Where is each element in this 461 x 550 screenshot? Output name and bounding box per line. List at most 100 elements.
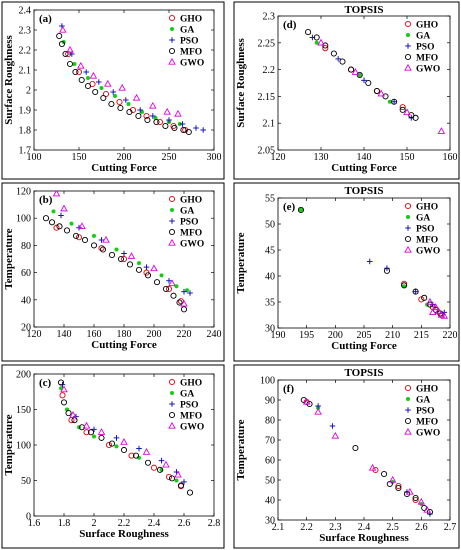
data-point-mfo: [401, 282, 408, 289]
data-point-gwo: [78, 222, 86, 230]
data-point-pso: [58, 212, 64, 219]
y-tick-label: 35: [265, 298, 275, 309]
legend-label-mfo: MFO: [416, 418, 438, 428]
data-point-mfo: [65, 409, 72, 417]
legend-label-gho: GHO: [416, 385, 438, 395]
data-point-gwo: [404, 63, 412, 71]
y-tick-label: 0: [26, 512, 31, 523]
data-point-pso: [123, 97, 129, 103]
data-point-mfo: [135, 266, 143, 273]
data-point-gwo: [168, 57, 176, 65]
data-point-gho: [105, 441, 113, 449]
data-point-mfo: [373, 87, 380, 95]
x-axis-label: Surface Roughness: [319, 532, 409, 544]
data-point-ga: [170, 208, 174, 212]
x-tick-label: 215: [414, 330, 429, 341]
data-point-gho: [165, 285, 173, 292]
x-tick-label: 140: [57, 329, 72, 340]
x-tick-label: 2.2: [118, 518, 131, 529]
data-point-gwo: [351, 68, 360, 75]
legend-label-pso: PSO: [180, 37, 198, 47]
data-point-mfo: [72, 68, 79, 76]
x-tick-label: 200: [147, 329, 162, 340]
data-point-gho: [98, 245, 105, 252]
x-tick-label: 2.1: [272, 522, 285, 533]
x-axis-label: Cutting Force: [91, 339, 157, 351]
data-point-gwo: [404, 245, 412, 253]
data-point-mfo: [297, 206, 304, 214]
data-point-mfo: [84, 82, 92, 90]
data-point-gwo: [431, 303, 440, 310]
data-point-ga: [298, 207, 303, 212]
data-point-gwo: [434, 307, 443, 315]
legend-label-ga: GA: [416, 396, 430, 406]
data-point-gwo: [403, 108, 411, 116]
x-tick-label: 190: [271, 330, 286, 341]
data-point-gwo: [102, 235, 110, 243]
data-point-gwo: [406, 487, 414, 495]
legend-label-mfo: MFO: [180, 229, 202, 239]
data-point-mfo: [58, 40, 65, 48]
x-tick-label: 2.5: [386, 522, 399, 533]
data-point-mfo: [186, 489, 194, 496]
data-point-mfo: [99, 246, 107, 253]
data-point-gwo: [174, 470, 182, 478]
plot-points: [305, 29, 446, 134]
data-point-ga: [114, 247, 119, 252]
y-tick-label: 60: [21, 268, 31, 279]
data-point-mfo: [162, 122, 169, 130]
data-point-pso: [169, 218, 175, 224]
chart-panel-4: 190 195 200 205 210 215 220 30 35 40 45 50 55 Cutting…: [233, 182, 460, 362]
y-tick-label: 50: [265, 220, 275, 231]
x-tick-label: 2.6: [415, 522, 428, 533]
series-pso: [59, 381, 187, 485]
x-tick-label: 2.6: [178, 518, 191, 529]
data-point-mfo: [117, 104, 124, 112]
data-point-ga: [174, 478, 179, 483]
data-point-mfo: [108, 100, 115, 108]
data-point-pso: [181, 479, 187, 485]
data-point-ga: [174, 284, 179, 289]
data-point-mfo: [399, 106, 406, 113]
y-tick-label: 55: [265, 194, 275, 205]
panel-frame: [1, 364, 225, 549]
x-axis-label: Cutting Force: [331, 340, 397, 352]
data-point-mfo: [48, 219, 56, 226]
data-point-gho: [53, 224, 60, 231]
data-point-gwo: [429, 308, 437, 316]
legend-label-gwo: GWO: [180, 240, 204, 250]
data-point-mfo: [305, 29, 312, 36]
panel-frame: [233, 182, 460, 362]
y-tick-label: 45: [265, 246, 275, 257]
data-point-gwo: [331, 431, 340, 439]
data-point-pso: [98, 237, 105, 243]
data-point-pso: [166, 117, 172, 123]
data-point-pso: [150, 113, 156, 119]
data-point-mfo: [144, 272, 152, 279]
legend-label-pso: PSO: [416, 43, 434, 53]
y-tick-label: 40: [265, 496, 275, 507]
y-tick-label: 60: [265, 456, 275, 467]
data-point-gwo: [60, 204, 68, 212]
data-point-pso: [405, 43, 411, 49]
y-tick-label: 20: [21, 323, 31, 334]
x-tick-label: 240: [207, 329, 222, 340]
series-ga: [314, 40, 392, 104]
data-point-mfo: [100, 94, 107, 102]
data-point-mfo: [57, 379, 65, 386]
data-point-gho: [404, 384, 412, 392]
y-tick-label: 1.9: [19, 106, 32, 117]
data-point-gho: [128, 452, 135, 459]
data-point-gwo: [302, 397, 311, 405]
panel-frame: [233, 1, 460, 180]
y-tick-label: 30: [265, 516, 275, 527]
y-tick-label: 2: [26, 86, 31, 97]
data-point-pso: [361, 77, 367, 84]
data-point-mfo: [56, 223, 63, 230]
x-tick-label: 195: [299, 330, 314, 341]
data-point-ga: [92, 233, 96, 238]
data-point-mfo: [120, 446, 128, 454]
data-point-ga: [314, 40, 319, 45]
